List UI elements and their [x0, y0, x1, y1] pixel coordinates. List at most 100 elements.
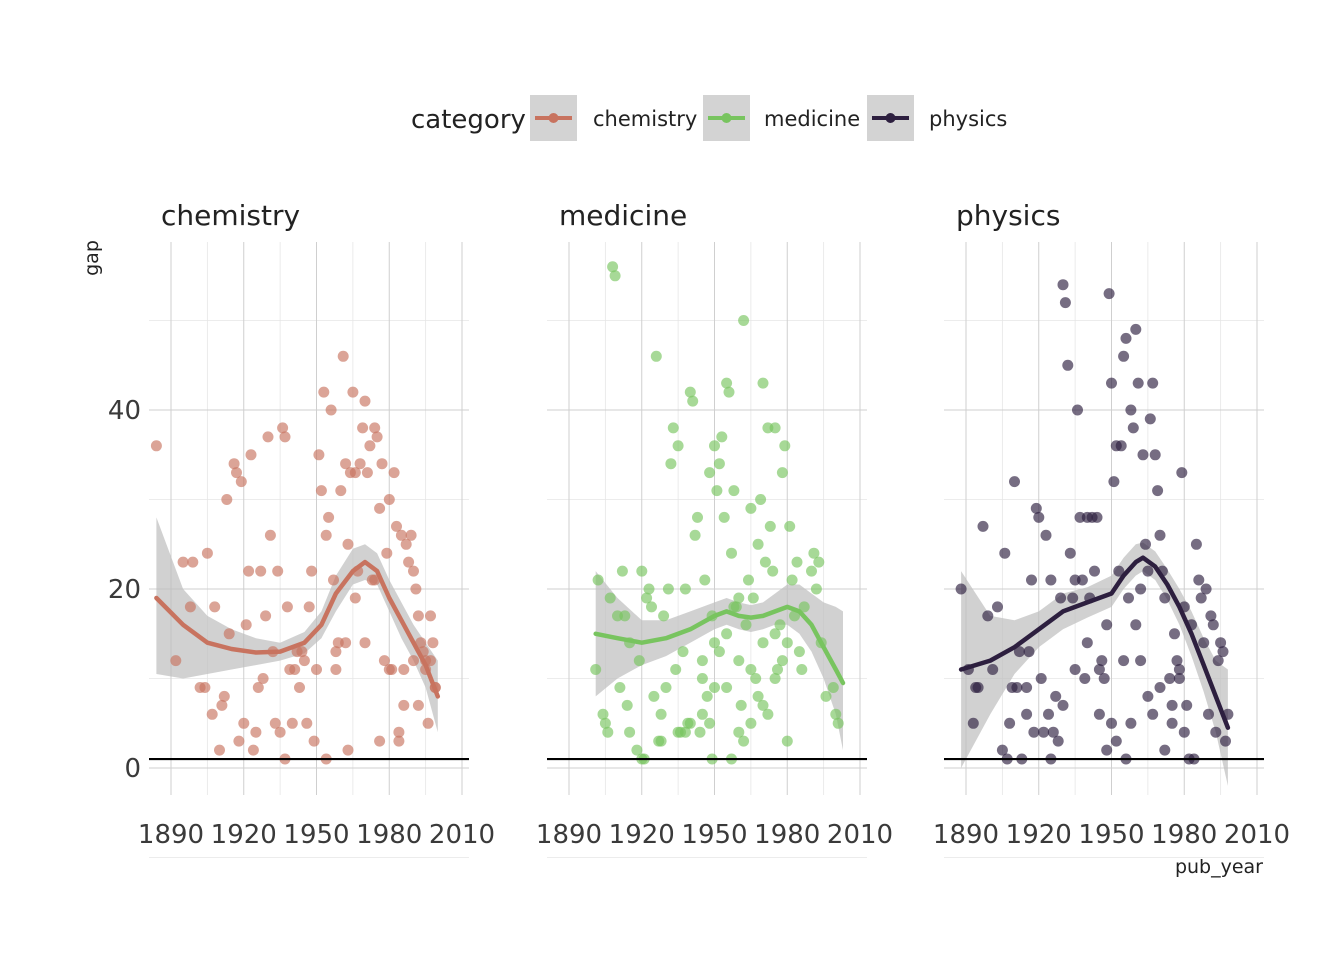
data-point: [1142, 565, 1154, 577]
x-tick-label: 1950: [681, 820, 747, 850]
points-physics: [955, 279, 1234, 765]
data-point: [796, 664, 808, 675]
data-point: [422, 717, 434, 729]
data-point: [1096, 655, 1108, 667]
gridlines-physics: [944, 242, 1264, 858]
legend-item-chemistry: chemistry: [530, 95, 697, 141]
data-point: [1069, 664, 1081, 675]
data-point: [655, 708, 667, 720]
data-point: [1190, 538, 1202, 550]
data-point: [687, 395, 699, 407]
data-point: [1125, 404, 1137, 416]
data-point: [723, 386, 735, 398]
data-point: [393, 735, 405, 747]
data-point: [1173, 664, 1185, 675]
x-tick-label: 2010: [429, 820, 495, 850]
data-point: [709, 682, 720, 693]
data-point: [245, 449, 257, 461]
data-point: [798, 601, 810, 613]
y-axis-title: gap: [81, 240, 103, 276]
data-point: [701, 690, 713, 702]
data-point: [1144, 413, 1156, 425]
data-point: [376, 458, 388, 470]
data-point: [992, 601, 1003, 613]
data-point: [260, 610, 272, 622]
data-point: [1043, 708, 1054, 720]
data-point: [216, 699, 228, 711]
data-point: [735, 699, 747, 711]
data-point: [830, 708, 842, 720]
x-tick-label: 2010: [827, 820, 893, 850]
facet-panel-physics: physics 1890 1920 1950 1980 2010: [933, 199, 1290, 858]
data-point: [1067, 592, 1079, 604]
data-point: [347, 386, 359, 398]
data-point: [398, 699, 410, 711]
x-tick-label: 2010: [1224, 820, 1290, 850]
data-point: [1159, 592, 1171, 604]
data-point: [1021, 708, 1033, 720]
data-point: [1203, 708, 1214, 720]
data-point: [677, 646, 689, 658]
x-tick-label: 1920: [211, 820, 277, 850]
data-point: [1173, 673, 1185, 684]
legend-item-medicine: medicine: [703, 95, 860, 141]
data-point: [721, 682, 733, 693]
data-point: [1079, 673, 1091, 684]
legend-label-medicine: medicine: [764, 107, 860, 131]
data-point: [415, 637, 427, 649]
data-point: [364, 440, 376, 452]
data-point: [1149, 449, 1161, 461]
data-point: [1159, 744, 1171, 756]
data-point: [684, 386, 696, 398]
data-point: [1021, 682, 1033, 693]
data-point: [738, 315, 750, 326]
data-point: [745, 664, 757, 675]
data-point: [643, 583, 655, 595]
data-point: [1220, 735, 1231, 747]
y-tick-label: 20: [108, 575, 141, 605]
data-point: [662, 583, 674, 595]
data-point: [349, 467, 361, 479]
data-point: [1178, 726, 1190, 738]
legend-point-chemistry: [548, 113, 559, 123]
data-point: [1033, 511, 1045, 523]
data-point: [410, 583, 422, 595]
data-point: [1013, 646, 1025, 658]
data-point: [646, 601, 657, 613]
data-point: [262, 431, 274, 443]
data-point: [1052, 735, 1064, 747]
data-point: [718, 511, 730, 523]
data-point: [214, 744, 225, 756]
facet-title-medicine: medicine: [559, 199, 687, 232]
data-point: [240, 619, 252, 631]
data-point: [658, 610, 670, 622]
data-point: [1038, 726, 1050, 738]
x-tick-label: 1920: [1006, 820, 1072, 850]
data-point: [1081, 637, 1093, 649]
data-point: [619, 610, 631, 622]
data-point: [1147, 708, 1159, 720]
legend-point-medicine: [721, 113, 732, 123]
data-point: [621, 699, 633, 711]
data-point: [1072, 404, 1083, 416]
data-point: [648, 690, 660, 702]
data-point: [199, 682, 211, 693]
data-point: [679, 726, 691, 738]
data-point: [1127, 422, 1139, 434]
data-point: [728, 601, 740, 613]
data-point: [150, 440, 162, 452]
data-point: [187, 556, 199, 568]
data-point: [381, 547, 393, 559]
data-point: [374, 735, 386, 747]
data-point: [340, 637, 352, 649]
data-point: [340, 458, 352, 470]
data-point: [342, 744, 354, 756]
x-tick-label: 1980: [1151, 820, 1217, 850]
data-point: [757, 377, 769, 389]
y-tick-label: 40: [108, 396, 141, 426]
legend-label-chemistry: chemistry: [593, 107, 697, 131]
data-point: [291, 646, 303, 658]
data-point: [590, 664, 602, 675]
data-point: [1154, 682, 1166, 693]
data-point: [369, 422, 381, 434]
